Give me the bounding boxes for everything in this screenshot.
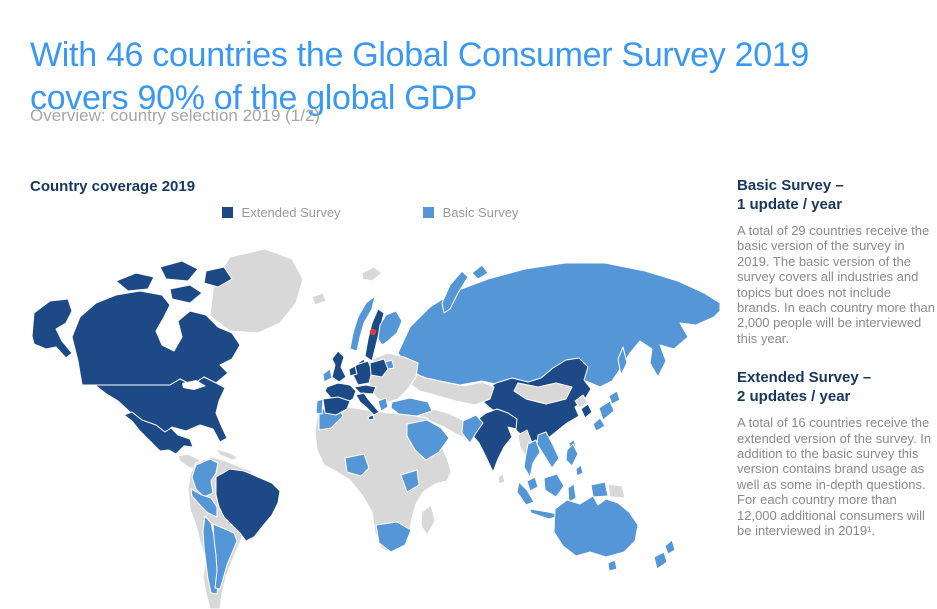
turkey [390,397,433,417]
great-lakes [182,380,206,390]
canada-arctic-island-4 [203,266,233,288]
basic-survey-block: Basic Survey – 1 update / year A total of… [737,176,935,346]
japan-honshu [598,400,615,421]
basic-survey-heading-line-2: 1 update / year [737,196,843,213]
title-line-2: covers 90% of the global GDP [30,78,478,117]
malaysia [526,476,539,492]
new-zealand-south [653,551,668,570]
japan-kyushu [592,417,606,432]
australia [553,495,639,558]
extended-survey-block: Extended Survey –2 updates / year A tota… [737,368,935,538]
portugal [315,398,324,415]
basic-survey-heading-line-1: Basic Survey – [737,177,844,194]
map-section-heading: Country coverage 2019 [30,178,196,195]
cuba [215,448,239,461]
extended-survey-heading-line-2: 2 updates / year [737,388,851,406]
legend-item-extended: Extended Survey [221,205,341,220]
extended-survey-heading: Extended Survey –2 updates / year [737,368,935,406]
world-map-svg [31,248,720,609]
sicily [367,414,375,421]
japan-hokkaido [608,390,621,405]
basic-survey-heading: Basic Survey – 1 update / year [737,176,935,214]
kenya [400,469,420,493]
russia-islands [471,264,489,280]
west-papua [590,481,609,498]
north-korea [574,394,589,409]
iceland [311,292,327,306]
extended-survey-heading-line-1: Extended Survey – [737,369,872,387]
argentina [212,523,238,590]
world-map [20,241,720,609]
mongolia [513,382,573,405]
poland [369,358,389,378]
south-korea [580,403,593,419]
sri-lanka [497,473,506,485]
extended-survey-description: A total of 16 countries receive the exte… [737,415,932,539]
vietnam [536,431,560,469]
benelux [348,365,358,377]
peru [190,488,218,518]
canada-arctic-island-1 [115,272,155,292]
greenland [209,248,304,334]
canada-arctic-island-3 [169,284,203,304]
south-africa [375,521,412,553]
svalbard [361,266,383,282]
papua-new-guinea [607,483,626,499]
saudi-arabia [406,419,450,461]
philippines-luzon [565,443,579,467]
extended-survey-swatch [221,207,233,218]
finland [377,310,403,346]
mexico [123,411,194,455]
sweden-marker-dot [369,328,377,336]
basic-survey-swatch [422,207,434,218]
norway [349,295,376,352]
brazil [215,468,281,542]
page-subtitle: Overview: country selection 2019 (1/2) [30,106,321,125]
nigeria [344,453,370,477]
uk [331,350,347,383]
sumatra [516,481,535,506]
greece [377,397,389,412]
canada-arctic-island-2 [159,260,199,282]
colombia [191,458,219,498]
spain [322,396,351,416]
italy [355,392,380,416]
map-legend: Extended Survey Basic Survey [20,205,720,220]
borneo [543,473,565,498]
tasmania [607,559,618,572]
kazakhstan [407,370,495,406]
novaya-zemlya [441,270,469,314]
sulawesi [567,483,577,503]
new-zealand-north [664,539,676,555]
legend-label-extended: Extended Survey [241,205,341,220]
pakistan [461,414,484,444]
sakhalin [617,346,628,376]
ireland [322,368,333,383]
sweden [364,308,385,362]
philippines-mindanao [575,464,584,477]
sidebar: Basic Survey – 1 update / year A total of… [737,176,935,561]
alaska [31,298,73,359]
legend-label-basic: Basic Survey [442,205,519,220]
page-title: With 46 countries the Global Consumer Su… [30,34,890,120]
europe-east [367,352,419,404]
thailand [523,439,541,478]
austria-switzerland [353,384,377,395]
legend-item-basic: Basic Survey [422,205,519,220]
basic-survey-description: A total of 29 countries receive the basi… [737,223,936,346]
madagascar [420,504,436,536]
title-line-1: With 46 countries the Global Consumer Su… [30,35,810,74]
